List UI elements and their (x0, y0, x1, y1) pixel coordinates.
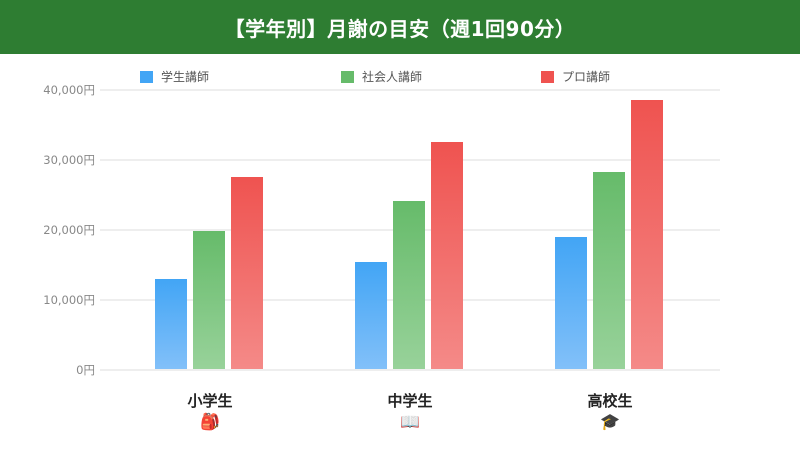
legend: 学生講師 社会人講師 プロ講師 (0, 68, 800, 84)
legend-swatch-blue (140, 70, 153, 83)
category-label: 中学生 (387, 392, 433, 410)
bar-student-tutor (555, 237, 587, 369)
legend-label: プロ講師 (562, 70, 611, 84)
legend-swatch-red (541, 70, 554, 83)
y-tick: 20,000円 (43, 223, 95, 237)
bar-adult-tutor (393, 201, 425, 369)
graduation-cap-icon: 🎓 (600, 412, 620, 431)
legend-item-student: 学生講師 (140, 68, 209, 85)
bar-pro-tutor (231, 177, 263, 369)
open-book-icon: 📖 (400, 412, 420, 431)
bar-pro-tutor (431, 141, 463, 369)
legend-swatch-green (341, 70, 354, 83)
gridline (100, 89, 720, 91)
bar-student-tutor (355, 261, 387, 369)
bar-adult-tutor (193, 231, 225, 369)
bar-pro-tutor (631, 99, 663, 369)
legend-label: 社会人講師 (362, 70, 423, 84)
legend-label: 学生講師 (161, 70, 210, 84)
bar-adult-tutor (593, 171, 625, 369)
backpack-icon: 🎒 (200, 412, 220, 431)
y-tick: 0円 (76, 363, 95, 377)
chart-title: 【学年別】月謝の目安（週1回90分） (224, 16, 576, 41)
chart-header: 【学年別】月謝の目安（週1回90分） (0, 0, 800, 54)
y-tick: 40,000円 (43, 83, 95, 97)
category-label: 小学生 (187, 392, 233, 410)
gridline (100, 159, 720, 161)
bar-student-tutor (155, 279, 187, 369)
legend-item-pro: プロ講師 (541, 68, 610, 85)
y-tick: 30,000円 (43, 153, 95, 167)
legend-item-professional-adult: 社会人講師 (341, 68, 422, 85)
y-tick: 10,000円 (43, 293, 95, 307)
category-label: 高校生 (587, 392, 633, 410)
gridline (100, 369, 720, 371)
